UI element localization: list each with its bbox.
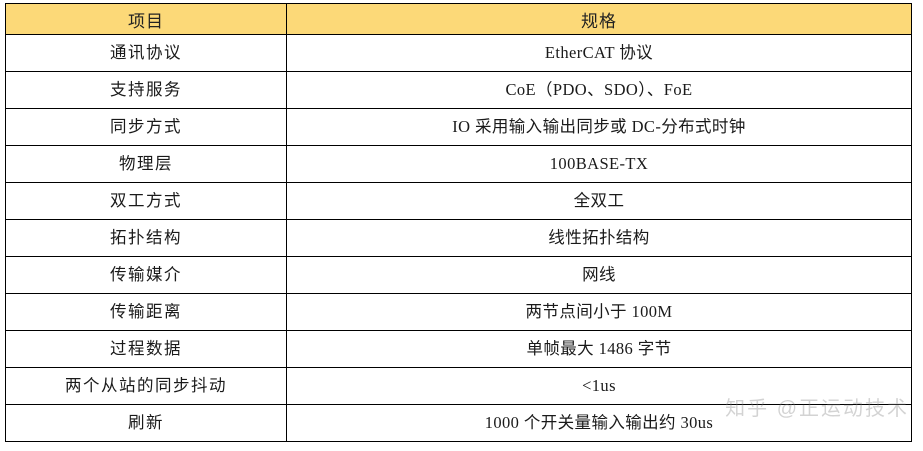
table-header: 项目 规格 — [5, 3, 912, 35]
cell-spec: <1us — [286, 367, 912, 405]
cell-spec: 网线 — [286, 256, 912, 294]
cell-item: 传输媒介 — [5, 256, 287, 294]
table-row: 拓扑结构 线性拓扑结构 — [5, 219, 912, 257]
cell-spec: 1000 个开关量输入输出约 30us — [286, 404, 912, 442]
cell-spec: 两节点间小于 100M — [286, 293, 912, 331]
table-row: 双工方式 全双工 — [5, 182, 912, 220]
table-row: 通讯协议 EtherCAT 协议 — [5, 34, 912, 72]
ethercat-spec-table: 项目 规格 通讯协议 EtherCAT 协议 支持服务 CoE（PDO、SDO）、Fo… — [5, 3, 912, 442]
cell-spec: 全双工 — [286, 182, 912, 220]
table-row: 支持服务 CoE（PDO、SDO）、FoE — [5, 71, 912, 109]
cell-item: 传输距离 — [5, 293, 287, 331]
cell-item: 刷新 — [5, 404, 287, 442]
cell-spec: 单帧最大 1486 字节 — [286, 330, 912, 368]
cell-spec: CoE（PDO、SDO）、FoE — [286, 71, 912, 109]
cell-item: 双工方式 — [5, 182, 287, 220]
cell-item: 同步方式 — [5, 108, 287, 146]
cell-spec: 100BASE-TX — [286, 145, 912, 183]
cell-item: 物理层 — [5, 145, 287, 183]
cell-spec: EtherCAT 协议 — [286, 34, 912, 72]
spec-table-container: 项目 规格 通讯协议 EtherCAT 协议 支持服务 CoE（PDO、SDO）、Fo… — [5, 3, 912, 447]
table-row: 刷新 1000 个开关量输入输出约 30us — [5, 404, 912, 442]
table-header-row: 项目 规格 — [5, 3, 912, 35]
cell-item: 通讯协议 — [5, 34, 287, 72]
table-row: 过程数据 单帧最大 1486 字节 — [5, 330, 912, 368]
column-header-item: 项目 — [5, 3, 287, 35]
table-row: 物理层 100BASE-TX — [5, 145, 912, 183]
table-row: 传输媒介 网线 — [5, 256, 912, 294]
cell-item: 支持服务 — [5, 71, 287, 109]
cell-item: 拓扑结构 — [5, 219, 287, 257]
cell-item: 两个从站的同步抖动 — [5, 367, 287, 405]
table-row: 同步方式 IO 采用输入输出同步或 DC-分布式时钟 — [5, 108, 912, 146]
table-body: 通讯协议 EtherCAT 协议 支持服务 CoE（PDO、SDO）、FoE 同步方式 I… — [5, 34, 912, 442]
cell-spec: 线性拓扑结构 — [286, 219, 912, 257]
table-row: 两个从站的同步抖动 <1us — [5, 367, 912, 405]
column-header-spec: 规格 — [286, 3, 912, 35]
cell-item: 过程数据 — [5, 330, 287, 368]
cell-spec: IO 采用输入输出同步或 DC-分布式时钟 — [286, 108, 912, 146]
table-row: 传输距离 两节点间小于 100M — [5, 293, 912, 331]
